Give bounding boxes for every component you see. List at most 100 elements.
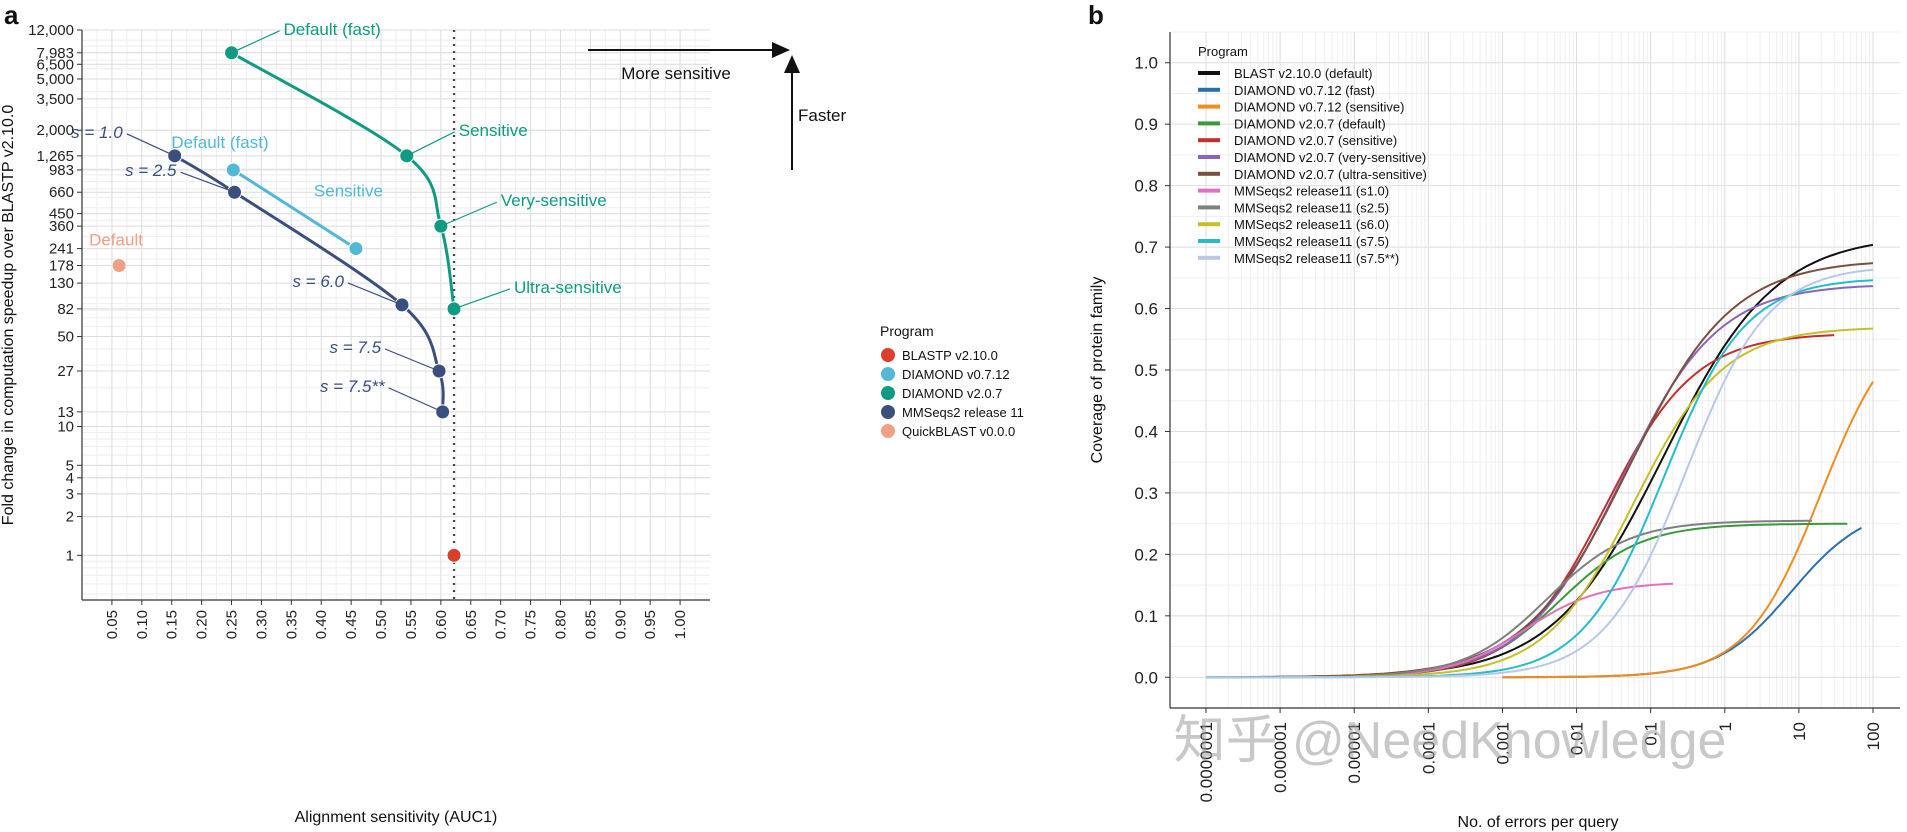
a-point-label: Very-sensitive — [501, 191, 607, 210]
a-series-curve-1 — [232, 168, 357, 250]
b-series-line-8 — [1354, 519, 1812, 677]
b-y-tick-label: 0.1 — [1134, 607, 1158, 626]
a-y-tick-label: 130 — [49, 275, 74, 292]
b-legend-label: MMSeqs2 release11 (s7.5) — [1234, 234, 1389, 249]
b-legend-swatch-0 — [1198, 71, 1220, 75]
a-point-1-0 — [225, 162, 241, 178]
a-y-tick-label: 82 — [57, 301, 74, 318]
a-x-tick-label: 0.50 — [373, 610, 390, 639]
a-y-tick-label: 12,000 — [28, 22, 74, 39]
b-x-tick-label: 0.0001 — [1419, 722, 1438, 774]
panel-b-letter: b — [1088, 0, 1104, 30]
b-y-tick-label: 0.5 — [1134, 361, 1158, 380]
a-x-tick-label: 0.45 — [343, 610, 360, 639]
a-label-leader — [231, 30, 280, 54]
a-label-leader — [126, 133, 175, 157]
a-point-label: s = 2.5 — [125, 161, 177, 180]
b-legend-label: MMSeqs2 release11 (s6.0) — [1234, 217, 1389, 232]
a-label-leader — [347, 282, 403, 306]
a-y-tick-label: 660 — [49, 184, 74, 201]
a-y-tick-label: 360 — [49, 218, 74, 235]
a-point-label: s = 6.0 — [292, 272, 344, 291]
a-label-leader — [180, 171, 235, 193]
a-y-tick-label: 3 — [66, 486, 74, 503]
a-point-label: Ultra-sensitive — [514, 278, 622, 297]
a-x-tick-label: 0.25 — [224, 610, 241, 639]
b-y-tick-label: 1.0 — [1134, 54, 1158, 73]
b-legend-title: Program — [1198, 44, 1248, 59]
a-x-tick-label: 0.95 — [642, 610, 659, 639]
a-x-tick-label: 0.30 — [253, 610, 270, 639]
a-y-tick-label: 50 — [57, 329, 74, 346]
a-y-tick-label: 10 — [57, 419, 74, 436]
panel-b-chart: 0.0 0.1 0.2 0.3 0.4 0.5 0.6 0.7 0.8 0.9 1.0 0.00000… — [1089, 31, 1900, 831]
b-series-line-11 — [1206, 268, 1874, 679]
a-x-tick-label: 0.35 — [283, 610, 300, 639]
b-legend-label: DIAMOND v2.0.7 (sensitive) — [1234, 133, 1397, 148]
b-y-tick-label: 0.7 — [1134, 238, 1158, 257]
a-y-tick-label: 1,265 — [36, 148, 74, 165]
b-y-tick-label: 0.6 — [1134, 300, 1158, 319]
b-y-tick-label: 0.0 — [1134, 668, 1158, 687]
a-y-tick-label: 2,000 — [36, 122, 74, 139]
a-x-tick-label: 0.65 — [463, 610, 480, 639]
a-y-tick-label: 1 — [66, 547, 74, 564]
b-legend-label: DIAMOND v0.7.12 (fast) — [1234, 83, 1375, 98]
b-legend-label: DIAMOND v2.0.7 (ultra-sensitive) — [1234, 167, 1427, 182]
a-y-tick-label: 3,500 — [36, 91, 74, 108]
b-x-tick-label: 0.00001 — [1345, 722, 1364, 783]
a-y-tick-label: 5,000 — [36, 71, 74, 88]
b-legend-swatch-5 — [1198, 155, 1220, 159]
b-y-tick-label: 0.3 — [1134, 484, 1158, 503]
a-x-axis-label: Alignment sensitivity (AUC1) — [295, 809, 498, 826]
b-legend-swatch-4 — [1198, 138, 1220, 143]
a-y-tick-label: 6,500 — [36, 56, 74, 73]
b-y-tick-label: 0.9 — [1134, 115, 1158, 134]
a-y-tick-label: 7,983 — [36, 45, 74, 62]
b-x-tick-label: 10 — [1790, 722, 1809, 741]
a-y-axis-label: Fold change in computation speedup over … — [0, 105, 17, 526]
a-more-sensitive-label: More sensitive — [621, 64, 731, 83]
a-x-tick-label: 0.40 — [313, 610, 330, 639]
a-point-label: Sensitive — [314, 182, 383, 201]
a-point-label: s = 1.0 — [71, 123, 123, 142]
b-legend-label: DIAMOND v2.0.7 (very-sensitive) — [1234, 150, 1426, 165]
b-legend-label: DIAMOND v2.0.7 (default) — [1234, 116, 1386, 131]
a-y-tick-label: 27 — [57, 363, 74, 380]
a-label-leader — [388, 387, 443, 413]
a-x-tick-label: 0.15 — [164, 610, 181, 639]
a-y-tick-label: 13 — [57, 404, 74, 421]
b-legend-label: MMSeqs2 release11 (s7.5**) — [1234, 251, 1399, 266]
b-series-line-1 — [1502, 527, 1862, 679]
a-point-label: s = 7.5** — [320, 377, 386, 396]
a-x-tick-label: 0.05 — [104, 610, 121, 639]
a-x-tick-label: 0.60 — [433, 610, 450, 639]
a-legend-label: DIAMOND v2.0.7 — [902, 386, 1002, 401]
a-x-tick-label: 0.55 — [403, 610, 420, 639]
a-point-label: Default (fast) — [284, 20, 381, 39]
a-y-tick-label: 2 — [66, 509, 74, 526]
a-legend-label: QuickBLAST v0.0.0 — [902, 424, 1015, 439]
a-label-leader — [440, 201, 498, 227]
a-x-tick-label: 0.80 — [552, 610, 569, 639]
a-y-tick-label: 450 — [49, 206, 74, 223]
a-series-curve-2 — [230, 51, 456, 310]
b-legend-swatch-2 — [1198, 104, 1220, 109]
a-point-label: Sensitive — [459, 121, 528, 140]
a-legend-swatch-1 — [881, 367, 895, 381]
a-legend-label: DIAMOND v0.7.12 — [902, 367, 1010, 382]
a-x-tick-label: 0.85 — [582, 610, 599, 639]
b-x-axis-label: No. of errors per query — [1458, 814, 1619, 831]
a-point-0-0 — [446, 547, 462, 563]
b-series-line-7 — [1354, 582, 1674, 678]
a-x-tick-label: 0.10 — [134, 610, 151, 639]
b-y-axis-label: Coverage of protein family — [1089, 277, 1106, 464]
b-x-tick-label: 100 — [1864, 722, 1883, 750]
b-legend-swatch-7 — [1198, 188, 1220, 193]
a-point-1-1 — [348, 241, 364, 257]
b-legend-swatch-8 — [1198, 205, 1220, 210]
b-legend-label: BLAST v2.10.0 (default) — [1234, 66, 1373, 81]
a-point-label: Default (fast) — [171, 133, 268, 152]
